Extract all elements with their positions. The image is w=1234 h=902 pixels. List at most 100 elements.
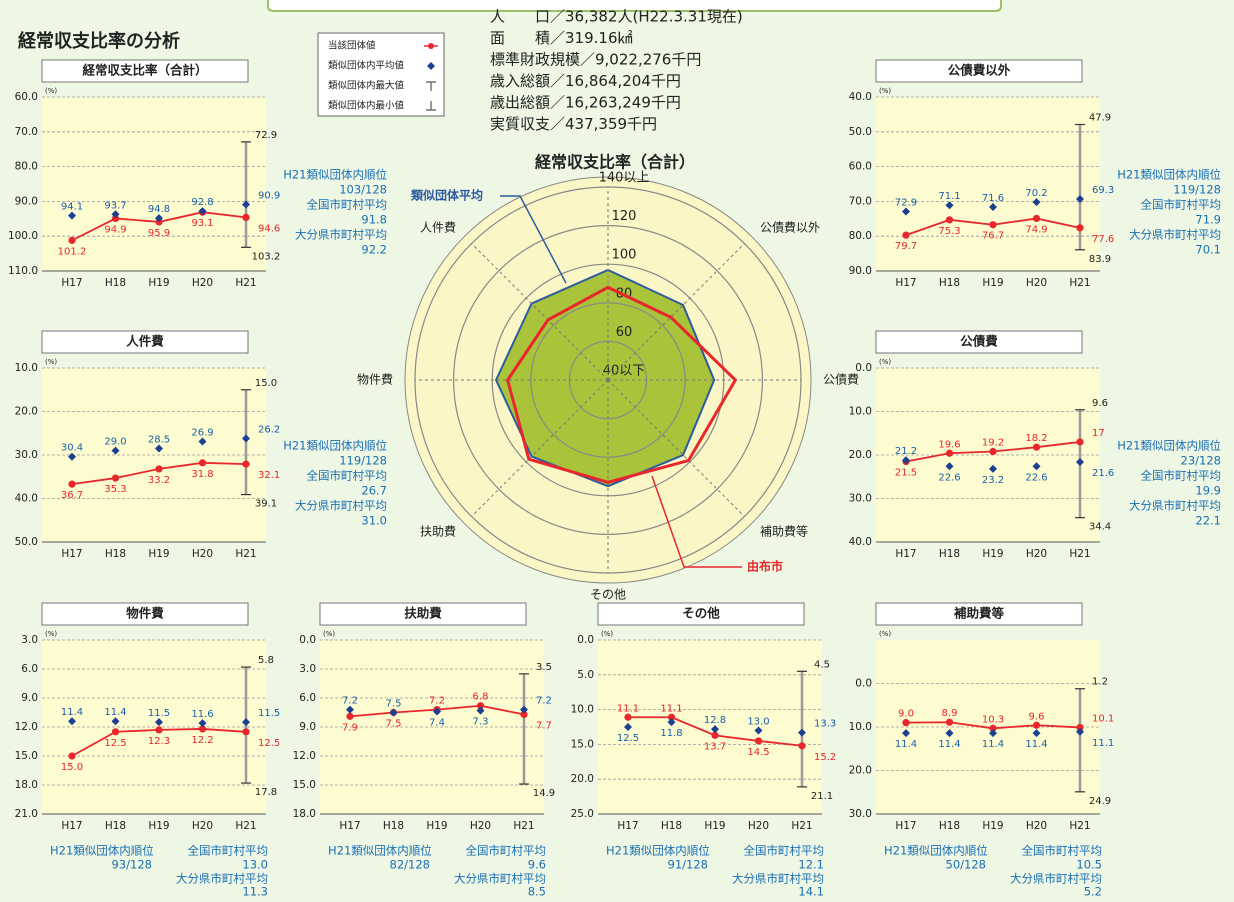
unit-label: (%) (601, 630, 613, 638)
x-tick-label: H21 (235, 548, 256, 560)
page-title: 経常収支比率の分析 (18, 30, 180, 52)
y-tick-label: 6.0 (21, 663, 38, 675)
data-label: 12.5 (617, 733, 639, 744)
x-tick-label: H17 (61, 820, 82, 832)
side-note: 31.0 (361, 514, 387, 528)
data-point (989, 724, 997, 732)
min-label: 21.1 (811, 791, 833, 802)
side-note: H21類似団体内順位 (283, 168, 387, 182)
side-note: 11.3 (242, 885, 268, 899)
data-point (945, 449, 954, 457)
data-point (624, 713, 632, 721)
y-tick-label: 40.0 (849, 536, 872, 548)
radar-ring (453, 225, 763, 535)
y-tick-label: 20.0 (571, 773, 594, 785)
side-note: 22.1 (1195, 514, 1221, 528)
chart-title: 人件費 (126, 334, 164, 349)
data-point (242, 200, 250, 209)
x-tick-label: H21 (235, 277, 256, 289)
chart-title: 扶助費 (404, 606, 442, 621)
data-label: 28.5 (148, 434, 170, 445)
data-label: 11.4 (895, 739, 917, 750)
data-point (111, 474, 120, 482)
side-note: 92.2 (361, 243, 387, 257)
radar-tick-label: 120 (612, 209, 637, 224)
chart-title-box (41, 330, 249, 354)
data-point (1076, 194, 1084, 203)
data-point (68, 717, 76, 726)
x-tick-label: H18 (939, 820, 960, 832)
y-tick-label: 6.0 (299, 692, 316, 704)
radar-axis-label: 人件費 (420, 219, 456, 234)
data-label: 15.2 (814, 752, 836, 763)
data-label: 7.2 (429, 696, 445, 707)
data-point (902, 719, 910, 727)
data-label: 13.7 (704, 741, 726, 752)
data-point (667, 713, 676, 721)
side-note: H21類似団体内順位 (1117, 168, 1221, 182)
chart-title-box (41, 602, 249, 626)
x-tick-label: H20 (470, 820, 491, 832)
data-label: 12.2 (191, 735, 213, 746)
side-note: H21類似団体内順位 (884, 844, 988, 858)
y-tick-label: 80.0 (15, 161, 38, 173)
side-note: 13.0 (242, 858, 268, 872)
data-label: 92.8 (191, 197, 213, 208)
side-note: 全国市町村平均 (188, 844, 269, 858)
y-tick-label: 40.0 (15, 493, 38, 505)
y-tick-label: 21.0 (15, 808, 38, 820)
x-tick-label: H18 (661, 820, 682, 832)
data-label: 77.6 (1092, 234, 1114, 245)
side-note: 大分県市町村平均 (1129, 228, 1221, 242)
data-label: 17 (1092, 428, 1105, 439)
plot-area (876, 97, 1100, 271)
side-note: 26.7 (361, 484, 387, 498)
min-label: 39.1 (255, 499, 277, 510)
chart-title: 補助費等 (953, 606, 1005, 621)
y-tick-label: 10.0 (15, 362, 38, 374)
side-note: 全国市町村平均 (1141, 198, 1222, 212)
pointer-line (500, 195, 567, 284)
side-note: 大分県市町村平均 (176, 872, 268, 886)
data-point (68, 480, 76, 488)
x-tick-label: H19 (982, 277, 1003, 289)
data-label: 11.4 (1025, 739, 1047, 750)
y-tick-label: 50.0 (849, 126, 872, 138)
x-tick-label: H19 (426, 820, 447, 832)
data-label: 94.1 (61, 202, 83, 213)
x-tick-label: H19 (148, 277, 169, 289)
radar-axis-label: 公債費以外 (760, 219, 820, 234)
data-label: 33.2 (148, 475, 170, 486)
unit-label: (%) (45, 358, 57, 366)
y-tick-label: 15.0 (571, 738, 594, 750)
data-label: 6.8 (473, 692, 489, 703)
data-label: 9.6 (1029, 711, 1045, 722)
side-note: H21類似団体内順位 (50, 844, 154, 858)
data-point (798, 728, 806, 737)
data-point (1032, 443, 1041, 451)
side-note: 全国市町村平均 (1141, 469, 1222, 483)
data-point (711, 725, 719, 734)
chart-title-box (875, 602, 1083, 626)
data-point (1032, 198, 1041, 207)
side-note: 82/128 (390, 858, 430, 872)
data-point (433, 707, 441, 716)
plot-area (598, 640, 822, 814)
data-label: 10.3 (982, 714, 1004, 725)
x-tick-label: H21 (791, 820, 812, 832)
data-label: 8.9 (942, 708, 958, 719)
y-tick-label: 40.0 (849, 91, 872, 103)
unit-label: (%) (879, 630, 891, 638)
y-tick-label: 15.0 (293, 779, 316, 791)
data-point (346, 712, 354, 720)
radar-axis-label: 物件費 (357, 372, 393, 387)
data-label: 14.5 (747, 747, 769, 758)
max-label: 47.9 (1089, 112, 1111, 123)
data-label: 31.8 (191, 469, 213, 480)
x-tick-label: H18 (383, 820, 404, 832)
data-label: 11.1 (617, 703, 639, 714)
x-tick-label: H18 (939, 277, 960, 289)
data-point (1032, 729, 1041, 738)
data-point (754, 737, 763, 745)
side-note: 14.1 (798, 885, 824, 899)
